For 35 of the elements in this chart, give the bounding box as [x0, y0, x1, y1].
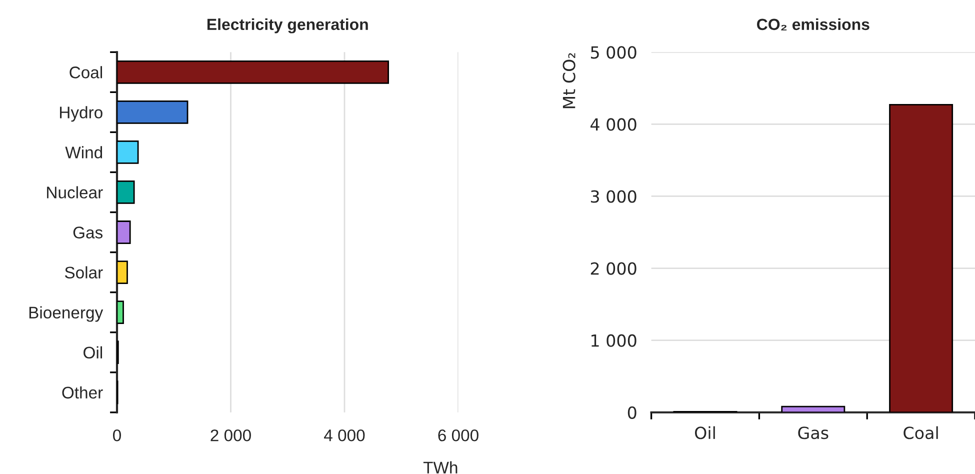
y-tick-label: 2 000: [590, 262, 636, 275]
x-tick-label: Oil: [694, 426, 715, 440]
y-tick-label: Nuclear: [47, 186, 103, 198]
y-tick-label: Solar: [64, 266, 103, 278]
y-tick-label: Bioenergy: [29, 306, 104, 322]
bar: [117, 220, 131, 244]
bar: [117, 100, 188, 124]
y-tick-label: 4 000: [590, 118, 636, 131]
bar: [889, 104, 954, 412]
y-tick-label: Gas: [73, 226, 103, 238]
bar: [117, 140, 139, 164]
y-tick-label: Other: [62, 386, 103, 399]
chart-title: CO₂ emissions: [757, 18, 870, 30]
bar: [117, 300, 124, 324]
y-tick-label: Hydro: [60, 106, 102, 122]
y-tick-label: 3 000: [590, 190, 636, 203]
bar: [117, 180, 135, 204]
bar: [781, 406, 846, 412]
x-axis-title: TWh: [423, 461, 458, 474]
chart-title: Electricity generation: [207, 18, 368, 34]
x-tick-label: Coal: [904, 426, 938, 440]
y-tick-label: Wind: [65, 146, 102, 158]
x-tick-label: 2 000: [210, 429, 251, 442]
x-tick-label: 0: [113, 429, 121, 442]
bar: [117, 260, 128, 284]
x-tick-label: Gas: [798, 426, 828, 440]
bar: [117, 60, 389, 84]
x-tick-label: 4 000: [324, 429, 365, 442]
x-tick-label: 6 000: [438, 429, 478, 442]
y-tick-label: Oil: [84, 346, 102, 359]
y-tick-label: Coal: [70, 66, 102, 78]
y-tick-label: 5 000: [590, 46, 636, 59]
y-tick-label: 0: [628, 406, 636, 419]
y-tick-label: 1 000: [592, 334, 636, 347]
y-axis-title: Mt CO₂: [562, 53, 576, 108]
